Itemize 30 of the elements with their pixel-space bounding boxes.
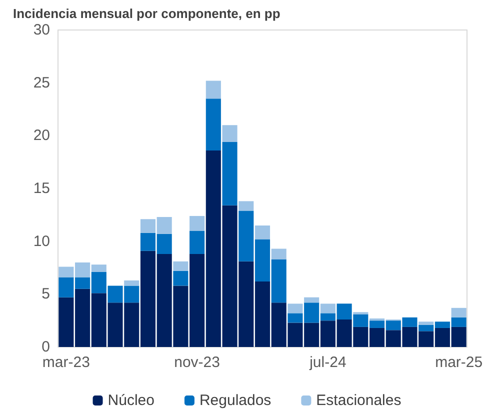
bar (206, 80, 221, 99)
bar (304, 297, 320, 303)
bar (173, 270, 188, 286)
legend-label: Núcleo (108, 392, 154, 409)
y-tick-label: 20 (33, 127, 50, 144)
y-tick-label: 15 (33, 180, 50, 197)
x-tick-label: jul-24 (308, 354, 346, 371)
x-tick-label: mar-25 (435, 354, 483, 371)
bar (418, 322, 434, 325)
bar (190, 216, 205, 231)
bar (124, 280, 140, 286)
y-tick-label: 10 (33, 232, 50, 250)
x-tick-label: mar-23 (42, 354, 90, 371)
bar (288, 304, 303, 314)
bar (238, 201, 254, 211)
bar (320, 304, 336, 314)
bar (254, 225, 270, 240)
bar (173, 261, 188, 271)
bar (271, 248, 286, 260)
y-tick-label: 25 (33, 74, 50, 92)
y-tick-label: 5 (42, 286, 50, 303)
bar (222, 125, 238, 142)
chart-title: Incidencia mensual por componente, en pp (13, 6, 280, 21)
y-tick-label: 30 (33, 22, 50, 38)
legend-label: Estacionales (316, 392, 402, 409)
x-tick-label: nov-23 (174, 354, 220, 371)
bar (451, 308, 466, 318)
bar (190, 230, 205, 254)
legend-label: Regulados (199, 392, 272, 409)
y-tick-label: 0 (42, 338, 50, 356)
